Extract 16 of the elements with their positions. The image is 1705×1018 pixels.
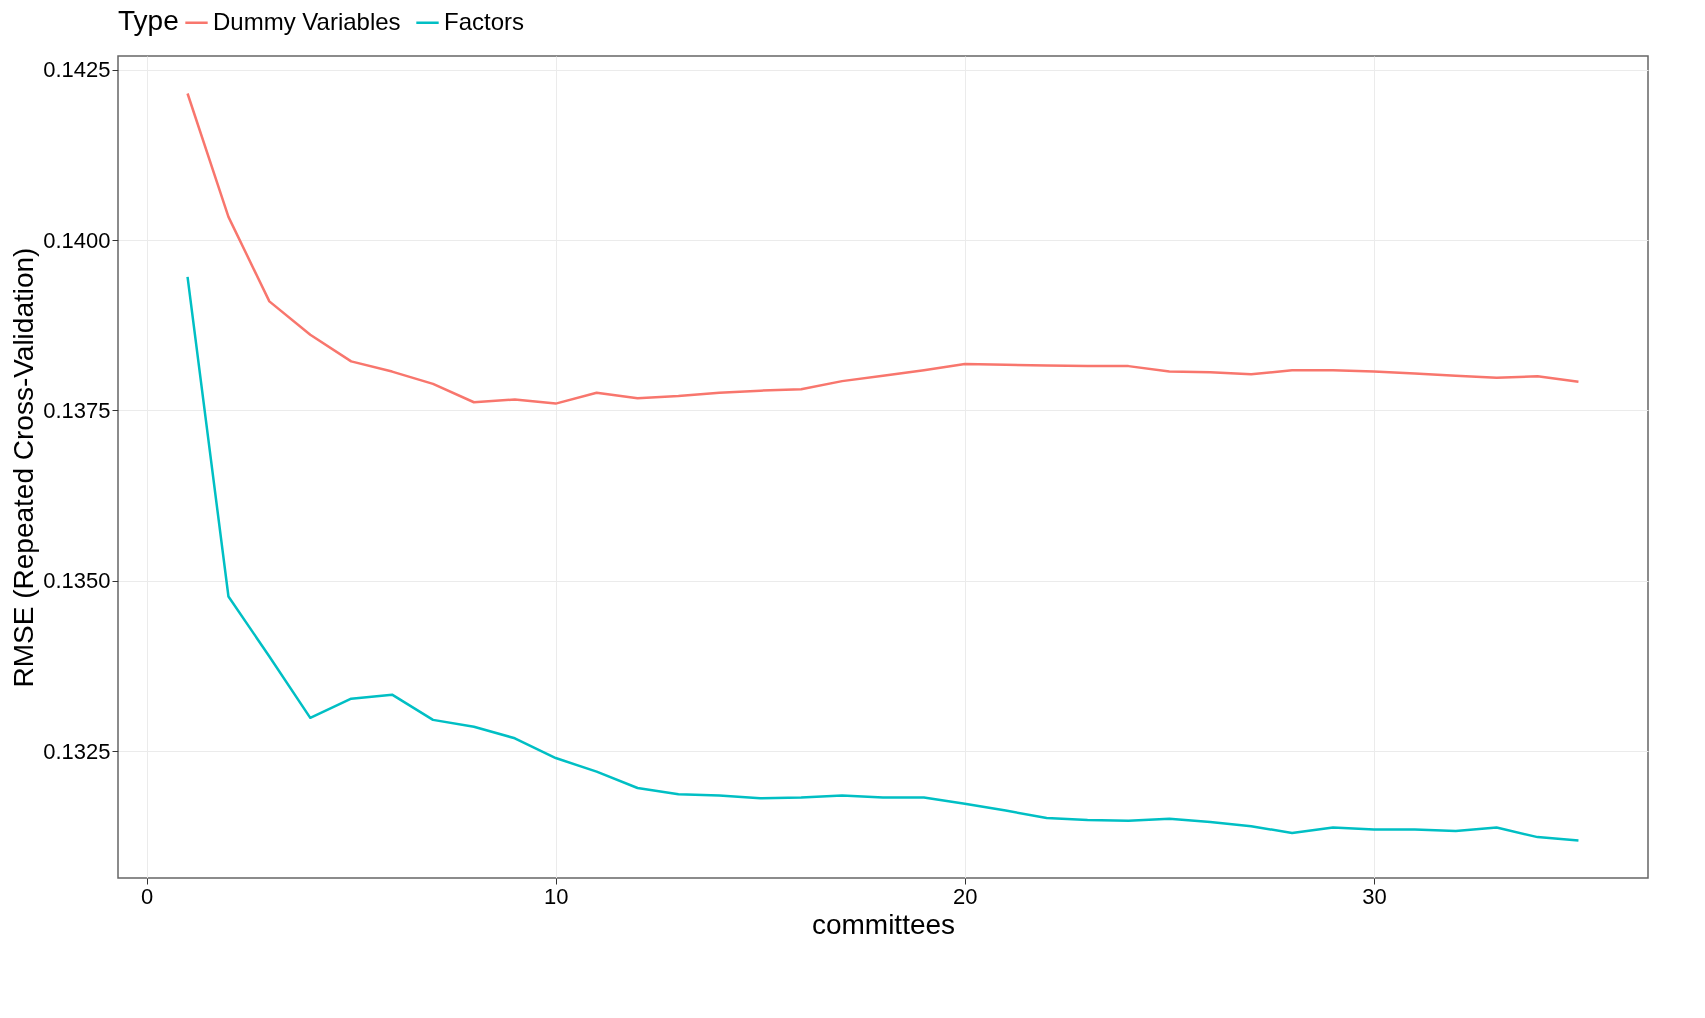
- y-axis-title: RMSE (Repeated Cross-Validation): [8, 247, 40, 688]
- y-tick-label: 0.1375: [43, 397, 111, 423]
- y-tick-label: 0.1425: [43, 57, 111, 83]
- legend-title: Type: [118, 5, 179, 36]
- y-tick-label: 0.1400: [43, 227, 111, 253]
- x-tick-label: 20: [953, 883, 978, 909]
- legend-label: Factors: [444, 7, 525, 35]
- x-tick-label: 0: [141, 883, 154, 909]
- line-series: [186, 92, 1580, 405]
- x-axis-title: committees: [811, 908, 956, 940]
- x-tick-label: 10: [543, 883, 569, 909]
- x-tick-label: 30: [1362, 883, 1387, 909]
- legend-label: Dummy Variables: [213, 7, 401, 35]
- line-series: [186, 275, 1580, 842]
- y-tick-label: 0.1325: [43, 738, 111, 764]
- y-tick-label: 0.1350: [43, 568, 111, 594]
